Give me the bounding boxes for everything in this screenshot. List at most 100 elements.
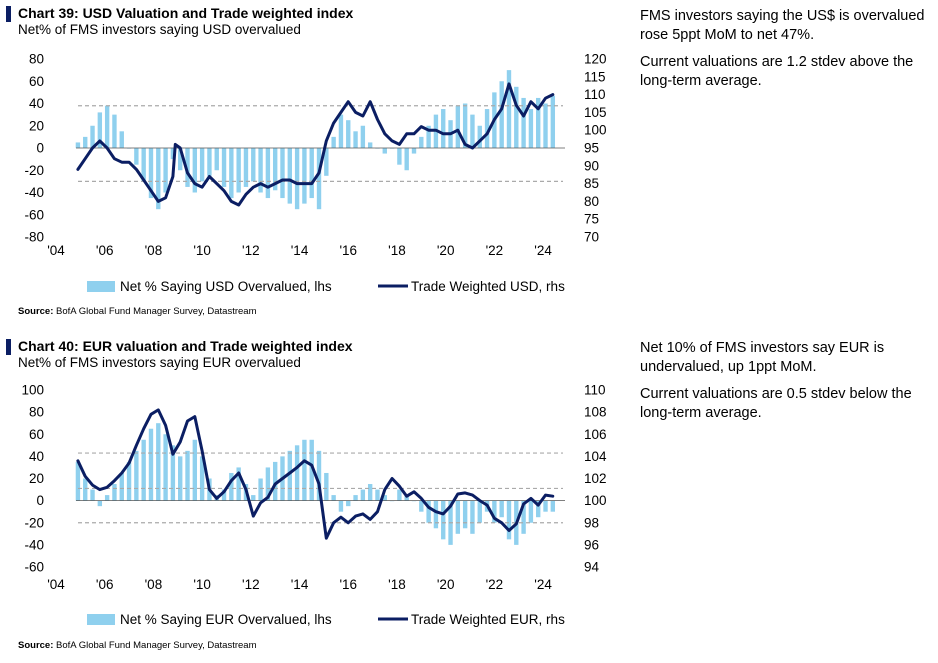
right-axis-tick-label: 106 <box>584 427 607 442</box>
bar <box>258 478 263 501</box>
bar <box>141 148 146 182</box>
x-axis-tick-label: '08 <box>145 577 163 592</box>
bar <box>178 148 183 171</box>
bar <box>397 148 402 165</box>
chart-subtitle: Net% of FMS investors saying USD overval… <box>18 22 301 37</box>
bar <box>477 500 482 523</box>
legend-bar-label: Net % Saying USD Overvalued, lhs <box>120 279 332 294</box>
bar <box>492 500 497 523</box>
bar <box>441 500 446 540</box>
bar <box>302 439 307 501</box>
x-axis-tick-label: '04 <box>47 577 65 592</box>
source-text: BofA Global Fund Manager Survey, Datastr… <box>56 640 257 651</box>
bar <box>528 500 534 523</box>
bar <box>338 114 344 148</box>
bar <box>236 148 241 193</box>
bar <box>287 148 292 204</box>
source-label: Source: <box>18 640 54 651</box>
bar <box>112 114 117 148</box>
chart-title-row: Chart 39: USD Valuation and Trade weight… <box>6 5 618 23</box>
bar <box>506 500 512 540</box>
chart-title: Chart 40: EUR valuation and Trade weight… <box>18 338 353 354</box>
bar <box>97 500 103 507</box>
bar <box>521 500 526 534</box>
bar <box>207 148 212 176</box>
bar <box>360 125 366 148</box>
x-axis-tick-label: '10 <box>193 577 211 592</box>
legend-line-label: Trade Weighted USD, rhs <box>411 279 565 294</box>
bar <box>185 450 190 501</box>
bar <box>119 131 124 148</box>
x-axis-tick-label: '06 <box>96 243 114 258</box>
bar <box>258 148 263 193</box>
bar <box>484 109 490 148</box>
x-axis-tick-label: '14 <box>291 577 309 592</box>
legend-bar-swatch <box>87 614 115 625</box>
bar <box>170 148 176 160</box>
right-axis-tick-label: 120 <box>584 52 607 67</box>
right-axis-tick-label: 96 <box>584 537 599 552</box>
title-accent-bar <box>6 6 11 22</box>
x-axis-tick-label: '20 <box>437 243 455 258</box>
bar <box>148 428 154 501</box>
right-axis-tick-label: 95 <box>584 141 599 156</box>
x-axis-tick-label: '18 <box>388 243 406 258</box>
right-axis-tick-label: 115 <box>584 69 606 84</box>
bar <box>178 456 183 501</box>
bar <box>294 148 300 210</box>
bar <box>90 489 95 501</box>
chart-source: Source: BofA Global Fund Manager Survey,… <box>18 640 257 651</box>
bar <box>83 136 88 148</box>
bar <box>272 148 278 191</box>
x-axis-tick-label: '08 <box>145 243 163 258</box>
x-axis-tick-label: '10 <box>193 243 211 258</box>
commentary-line: FMS investors saying the US$ is overvalu… <box>640 8 925 43</box>
bar <box>126 461 132 501</box>
bar <box>287 450 292 501</box>
bar <box>550 95 556 148</box>
bar <box>506 70 512 148</box>
left-axis-tick-label: 0 <box>36 493 44 508</box>
legend-bar-label: Net % Saying EUR Overvalued, lhs <box>120 612 332 627</box>
commentary-line: Net 10% of FMS investors say EUR is unde… <box>640 340 885 375</box>
bar <box>331 136 336 148</box>
left-axis-tick-label: -80 <box>24 230 44 245</box>
bar <box>441 109 446 148</box>
bar <box>375 489 380 501</box>
bar <box>280 148 285 199</box>
bar <box>229 148 234 199</box>
right-axis-tick-label: 105 <box>584 105 607 120</box>
right-axis-tick-label: 100 <box>584 123 607 138</box>
bar <box>112 484 117 501</box>
right-axis-tick-label: 98 <box>584 515 599 530</box>
bar <box>543 500 548 512</box>
x-axis-tick-label: '16 <box>339 577 357 592</box>
left-axis-tick-label: 40 <box>29 96 44 111</box>
bar <box>353 495 358 501</box>
x-axis-tick-label: '04 <box>47 243 65 258</box>
usd-chart-svg: 80 60 40 20 0 -20 -40 -60 -80 120 115 110 105 100 95 90… <box>24 52 607 295</box>
right-axis-tick-label: 100 <box>584 493 607 508</box>
bar <box>316 148 322 210</box>
left-axis-tick-label: -20 <box>24 515 44 530</box>
right-axis-tick-label: 102 <box>584 471 607 486</box>
x-axis-tick-label: '24 <box>534 577 552 592</box>
bar <box>163 434 168 501</box>
left-axis-tick-label: -40 <box>24 537 44 552</box>
x-axis-tick-label: '12 <box>242 577 260 592</box>
source-text: BofA Global Fund Manager Survey, Datastr… <box>56 306 257 317</box>
commentary-line: Current valuations are 1.2 stdev above t… <box>640 54 914 89</box>
left-axis-tick-label: 40 <box>29 449 44 464</box>
bar <box>134 450 139 501</box>
source-label: Source: <box>18 306 54 317</box>
bar <box>221 489 227 501</box>
chart-subtitle: Net% of FMS investors saying EUR overval… <box>18 355 301 370</box>
x-axis-tick-label: '24 <box>534 243 552 258</box>
bar <box>199 148 205 182</box>
left-axis-tick-label: 60 <box>29 74 44 89</box>
bar <box>426 125 431 148</box>
legend-line-label: Trade Weighted EUR, rhs <box>411 612 565 627</box>
x-axis-tick-label: '22 <box>486 577 504 592</box>
left-axis-tick-label: 0 <box>36 141 44 156</box>
left-axis-tick-label: -60 <box>24 207 44 222</box>
